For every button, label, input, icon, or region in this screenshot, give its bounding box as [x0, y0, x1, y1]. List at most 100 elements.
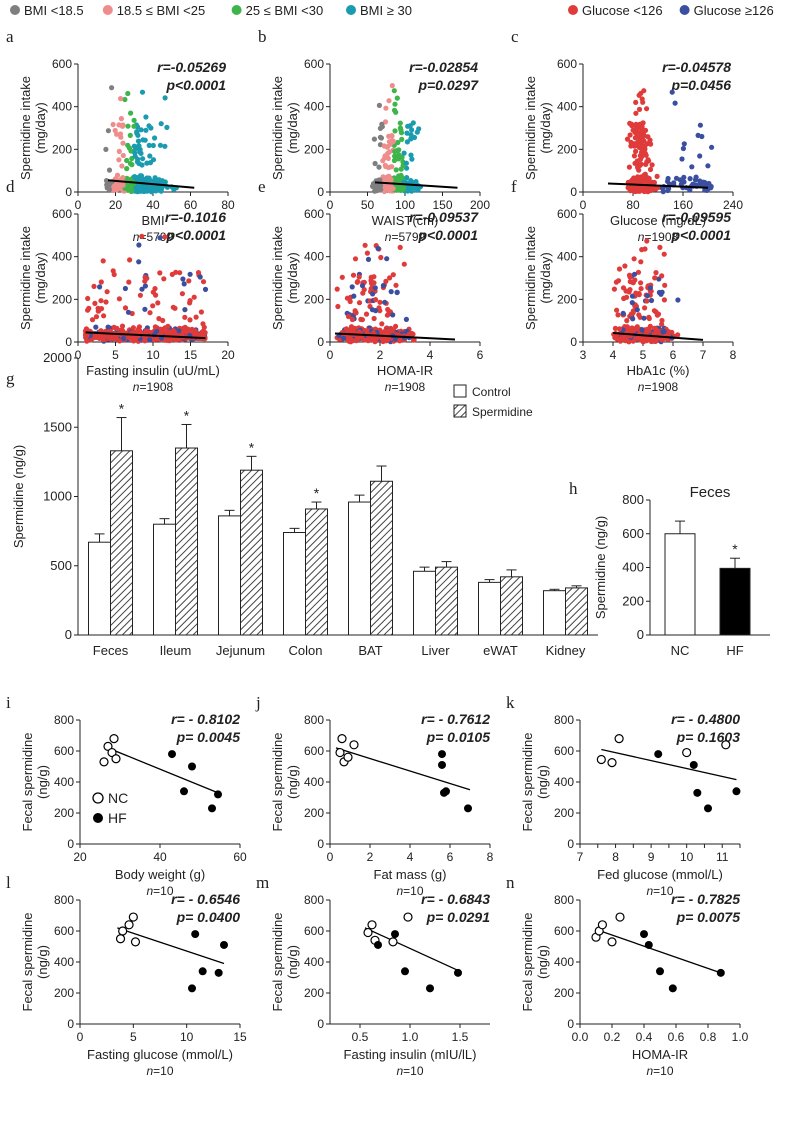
scatter-point	[627, 287, 633, 293]
r-value: r= - 0.7825	[671, 891, 740, 907]
scatter-point	[383, 183, 389, 190]
panel-label: l	[6, 873, 11, 892]
scatter-point	[133, 185, 139, 191]
category-label: Liver	[421, 643, 450, 658]
scatter-point	[405, 123, 411, 129]
scatter-point	[641, 315, 647, 321]
scatter-point	[636, 106, 643, 112]
scatter-point	[351, 293, 357, 299]
point-hf	[438, 760, 446, 769]
p-value: p= 0.0105	[426, 729, 491, 745]
scatter-point	[131, 123, 137, 129]
y-axis-label: Fecal spermidine(ng/g)	[520, 913, 550, 1012]
scatter-point	[158, 326, 164, 332]
scatter-point	[633, 121, 639, 127]
p-value: p= 0.0045	[176, 729, 241, 745]
scatter-point	[128, 110, 134, 116]
scatter-point	[672, 100, 678, 106]
y-tick-label: 0	[567, 837, 574, 851]
regression-line	[612, 332, 704, 341]
scatter-point	[139, 233, 145, 239]
scatter-point	[202, 286, 209, 292]
legend-marker-0	[10, 5, 20, 15]
y-tick-label: 200	[304, 142, 324, 156]
scatter-point	[335, 303, 341, 310]
significance-star: *	[119, 401, 125, 417]
scatter-point	[380, 158, 386, 164]
scatter-point	[414, 187, 420, 193]
scatter-point	[182, 307, 188, 313]
scatter-points	[611, 238, 681, 345]
y-axis-label: Spermidine (ng/g)	[593, 516, 608, 619]
scatter-point	[162, 95, 168, 101]
scatter-point	[386, 98, 392, 104]
y-axis-label: Spermidine intake(mg/day)	[270, 76, 300, 180]
scatter-point	[356, 300, 363, 306]
regression-line	[601, 748, 737, 781]
scatter-point	[384, 256, 390, 262]
scatter-point	[404, 175, 410, 181]
scatter-point	[98, 298, 104, 304]
point-hf	[732, 787, 741, 796]
legend-label: BMI ≥ 30	[360, 3, 412, 18]
point-hf	[656, 967, 664, 976]
scatter-point	[93, 324, 99, 330]
point-nc	[615, 912, 625, 922]
scatter-point	[101, 313, 107, 319]
scatter-point	[116, 157, 122, 163]
n-label: n=5799	[133, 230, 174, 244]
regression-line	[364, 927, 461, 972]
x-tick-label: 11	[716, 850, 729, 864]
scatter-point	[143, 328, 149, 334]
scatter-point	[347, 298, 353, 305]
n-label: n=10	[396, 884, 423, 898]
r-value: r=-0.09537	[409, 209, 479, 225]
y-tick-label: 0	[65, 185, 72, 199]
scatter-point	[365, 256, 372, 262]
scatter-point	[98, 279, 104, 285]
scatter-point	[392, 101, 398, 107]
bar-spermidine	[370, 480, 393, 636]
scatter-point	[127, 132, 133, 138]
scatter-point	[110, 268, 116, 274]
scatter-point	[388, 289, 394, 295]
scatter-point	[136, 259, 142, 265]
r-value: r=-0.09595	[662, 209, 731, 225]
scatter-point	[635, 269, 642, 275]
scatter-point	[368, 277, 374, 284]
scatter-point	[373, 308, 379, 314]
y-tick-label: 600	[52, 57, 72, 71]
x-tick-label: 5	[130, 1030, 137, 1044]
scatter-point	[629, 300, 635, 306]
y-tick-label: 1500	[43, 419, 72, 434]
scatter-point	[401, 261, 407, 267]
scatter-point	[404, 139, 410, 145]
scatter-point	[393, 148, 399, 154]
scatter-point	[372, 160, 378, 167]
scatter-point	[113, 183, 119, 189]
y-axis-label: Spermidine (ng/g)	[11, 445, 26, 548]
scatter-point	[179, 291, 185, 297]
scatter-point	[624, 318, 630, 324]
scatter-point	[134, 129, 140, 135]
x-tick-label: 1.0	[402, 1030, 419, 1044]
scatter-point	[641, 133, 647, 139]
category-label: Feces	[93, 643, 129, 658]
scatter-point	[155, 300, 161, 306]
point-hf	[214, 790, 222, 799]
y-tick-label: 200	[52, 292, 72, 306]
scatter-point	[103, 178, 110, 184]
point-nc	[335, 747, 345, 758]
point-hf	[644, 940, 653, 949]
scatter-point	[84, 332, 90, 338]
y-tick-label: 0	[317, 1017, 324, 1031]
scatter-point	[95, 308, 101, 314]
bar-spermidine	[175, 447, 198, 636]
p-value: p= 0.1603	[676, 729, 741, 745]
scatter-point	[376, 102, 382, 108]
scatter-point	[661, 251, 667, 257]
scatter-point	[391, 107, 398, 113]
scatter-point	[124, 166, 130, 172]
scatter-point	[660, 189, 666, 195]
x-tick-label: 6	[477, 348, 484, 362]
